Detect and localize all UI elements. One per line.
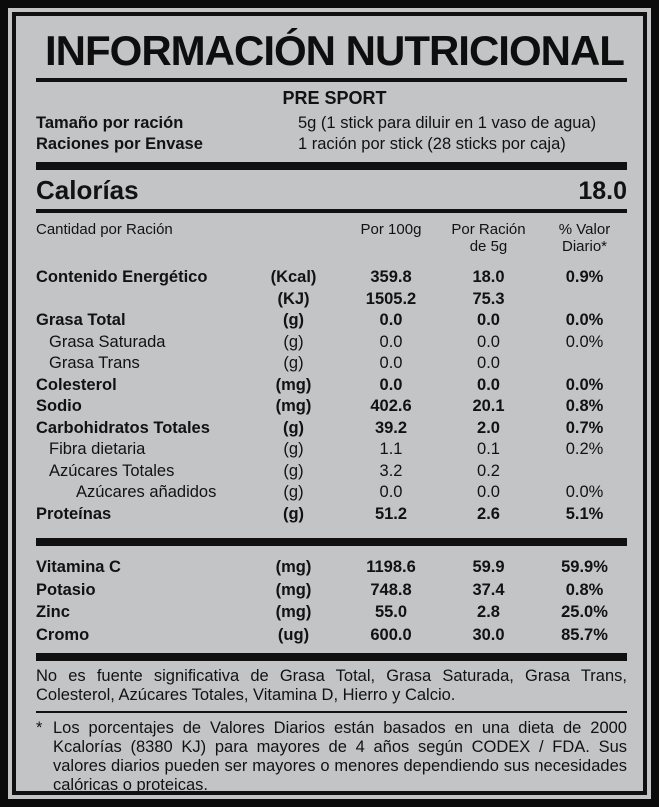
nutrient-row: Grasa Saturada (g) 0.0 0.0 0.0% — [49, 332, 604, 351]
column-header-daily-value: % Valor Diario* — [558, 221, 611, 255]
calories-divider — [36, 209, 627, 213]
serving-size-label: Tamaño por ración — [36, 114, 184, 132]
page-title: INFORMACIÓN NUTRICIONAL — [45, 27, 625, 74]
calories-row: Calorías 18.0 — [36, 175, 633, 206]
column-header-per100g: Por 100g — [360, 221, 422, 238]
section-divider-thick — [36, 538, 627, 546]
not-significant-note: No es fuente significativa de Grasa Tota… — [36, 667, 627, 704]
nutrient-row: Colesterol (mg) 0.0 0.0 0.0% — [36, 375, 604, 394]
nutrient-row: Azúcares Totales (g) 3.2 0.2 — [49, 461, 500, 480]
servings-per-container-row: Raciones por Envase 1 ración por stick (… — [36, 134, 633, 155]
nutrient-row: Proteínas (g) 51.2 2.6 5.1% — [36, 504, 604, 523]
servings-per-container-value: 1 ración por stick (28 sticks por caja) — [298, 135, 566, 153]
nutrient-row: Azúcares añadidos (g) 0.0 0.0 0.0% — [76, 483, 604, 501]
column-header-per-serving: Por Ración de 5g — [451, 221, 526, 255]
mineral-row: Zinc (mg) 55.0 2.8 25.0% — [36, 603, 608, 621]
calories-value: 18.0 — [578, 177, 627, 205]
note-divider — [36, 711, 627, 713]
serving-size-value: 5g (1 stick para diluir en 1 vaso de agu… — [298, 114, 597, 132]
nutrition-panel: INFORMACIÓN NUTRICIONAL PRE SPORT Tamaño… — [12, 12, 647, 795]
nutrient-row: (KJ) 1505.2 75.3 — [277, 289, 505, 308]
footnote-asterisk: * — [36, 719, 43, 737]
servings-per-container-label: Raciones por Envase — [36, 135, 203, 153]
section-divider-thick — [36, 653, 627, 661]
nutrient-row: Fibra dietaria (g) 1.1 0.1 0.2% — [49, 440, 604, 458]
mineral-row: Cromo (ug) 600.0 30.0 85.7% — [36, 625, 608, 644]
serving-size-row: Tamaño por ración 5g (1 stick para dilui… — [36, 113, 633, 134]
column-header-row: Cantidad por Ración Por 100g Por Ración … — [36, 221, 633, 255]
section-divider-thick — [36, 162, 627, 170]
column-header-amount: Cantidad por Ración — [36, 221, 173, 238]
product-name: PRE SPORT — [282, 88, 387, 108]
nutrient-row: Contenido Energético (Kcal) 359.8 18.0 0… — [36, 268, 604, 286]
daily-value-disclaimer: * Los porcentajes de Valores Diarios est… — [36, 719, 627, 794]
micronutrient-table: Vitamina C (mg) 1198.6 59.9 59.9% Potasi… — [36, 556, 633, 646]
mineral-row: Potasio (mg) 748.8 37.4 0.8% — [36, 580, 604, 599]
nutrient-row: Carbohidratos Totales (g) 39.2 2.0 0.7% — [36, 418, 604, 437]
nutrient-row: Sodio (mg) 402.6 20.1 0.8% — [36, 397, 604, 415]
label-margin: INFORMACIÓN NUTRICIONAL PRE SPORT Tamaño… — [8, 8, 651, 799]
title-divider — [36, 78, 627, 82]
nutrient-table: Contenido Energético (Kcal) 359.8 18.0 0… — [36, 267, 633, 525]
nutrient-row: Grasa Total (g) 0.0 0.0 0.0% — [36, 311, 604, 329]
mineral-row: Vitamina C (mg) 1198.6 59.9 59.9% — [36, 558, 608, 576]
nutrient-row: Grasa Trans (g) 0.0 0.0 — [49, 354, 500, 372]
calories-label: Calorías — [36, 175, 139, 205]
